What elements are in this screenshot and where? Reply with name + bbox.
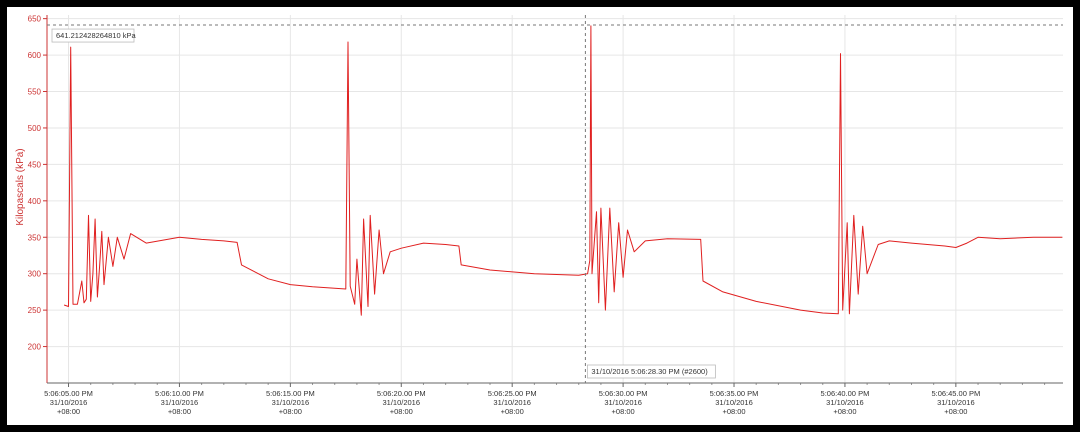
- x-tick-label: +08:00: [390, 407, 413, 416]
- x-tick-label: 5:06:30.00 PM: [599, 389, 648, 398]
- grid: [47, 15, 1063, 383]
- y-tick-label: 450: [28, 160, 42, 169]
- x-tick-label: 5:06:40.00 PM: [821, 389, 870, 398]
- series: [63, 25, 1063, 316]
- x-tick-label: 31/10/2016: [272, 398, 310, 407]
- y-tick-label: 600: [28, 51, 42, 60]
- annotations: 641.212428264810 kPa 31/10/2016 5:06:28.3…: [47, 15, 1063, 383]
- y-tick-label: 300: [28, 270, 42, 279]
- cursor-box: [586, 364, 716, 379]
- x-tick-label: +08:00: [833, 407, 856, 416]
- max-value-box: [51, 28, 135, 43]
- x-tick-label: +08:00: [612, 407, 635, 416]
- y-tick-label: 350: [28, 233, 42, 242]
- x-tick-label: 31/10/2016: [161, 398, 199, 407]
- x-tick-label: +08:00: [168, 407, 191, 416]
- x-tick-label: 31/10/2016: [50, 398, 88, 407]
- x-tick-label: 31/10/2016: [604, 398, 642, 407]
- x-tick-label: 5:06:05.00 PM: [44, 389, 93, 398]
- y-tick-label: 650: [28, 15, 42, 24]
- y-tick-label: 200: [28, 343, 42, 352]
- x-tick-label: +08:00: [57, 407, 80, 416]
- y-tick-label: 500: [28, 124, 42, 133]
- x-tick-label: 5:06:10.00 PM: [155, 389, 204, 398]
- x-tick-label: 31/10/2016: [715, 398, 753, 407]
- x-tick-label: +08:00: [279, 407, 302, 416]
- pressure-chart: 200 250 300 350 400 450 500 550 600 650 5:06:05.0…: [7, 7, 1073, 425]
- x-tick-label: 31/10/2016: [937, 398, 975, 407]
- x-axis: 5:06:05.00 PM31/10/2016+08:005:06:10.00 …: [44, 382, 1063, 416]
- y-axis-label: Kilopascals (kPa): [15, 148, 26, 225]
- series-line: [63, 25, 1063, 316]
- x-tick-label: 5:06:45.00 PM: [931, 389, 980, 398]
- y-tick-label: 250: [28, 306, 42, 315]
- chart-frame: 200 250 300 350 400 450 500 550 600 650 5:06:05.0…: [7, 7, 1073, 425]
- y-axis: 200 250 300 350 400 450 500 550 600 650: [28, 15, 48, 383]
- x-tick-label: 5:06:25.00 PM: [488, 389, 537, 398]
- x-tick-label: +08:00: [501, 407, 524, 416]
- x-tick-label: 31/10/2016: [382, 398, 420, 407]
- x-tick-label: 31/10/2016: [826, 398, 864, 407]
- cursor-label: 31/10/2016 5:06:28.30 PM (#2600): [591, 367, 708, 376]
- x-tick-label: 5:06:20.00 PM: [377, 389, 426, 398]
- x-tick-label: 5:06:35.00 PM: [710, 389, 759, 398]
- x-tick-label: 31/10/2016: [493, 398, 531, 407]
- max-value-label: 641.212428264810 kPa: [56, 31, 136, 40]
- x-tick-label: +08:00: [944, 407, 967, 416]
- y-tick-label: 550: [28, 88, 42, 97]
- y-tick-label: 400: [28, 197, 42, 206]
- x-tick-label: +08:00: [722, 407, 745, 416]
- x-tick-label: 5:06:15.00 PM: [266, 389, 315, 398]
